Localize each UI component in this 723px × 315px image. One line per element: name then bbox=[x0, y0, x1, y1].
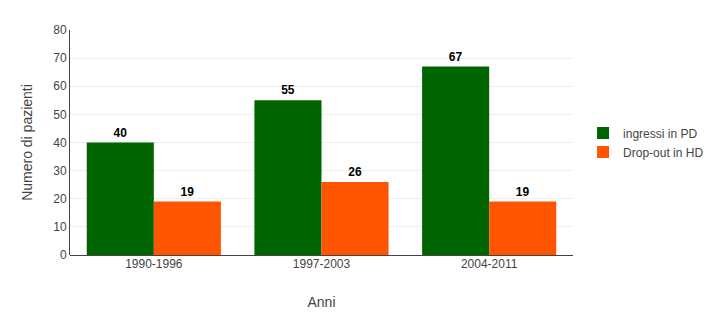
svg-text:19: 19 bbox=[516, 185, 530, 199]
svg-text:40: 40 bbox=[113, 126, 127, 140]
svg-text:1990-1996: 1990-1996 bbox=[125, 257, 183, 271]
svg-text:26: 26 bbox=[348, 165, 362, 179]
svg-text:2004-2011: 2004-2011 bbox=[461, 257, 518, 271]
svg-text:40: 40 bbox=[53, 136, 67, 150]
svg-text:30: 30 bbox=[53, 164, 67, 178]
svg-text:10: 10 bbox=[53, 220, 67, 234]
svg-text:Numero di pazienti: Numero di pazienti bbox=[19, 84, 35, 201]
svg-text:67: 67 bbox=[449, 50, 463, 64]
svg-text:19: 19 bbox=[181, 185, 195, 199]
svg-text:ingressi in PD: ingressi in PD bbox=[623, 127, 697, 141]
svg-text:0: 0 bbox=[60, 248, 67, 262]
svg-text:1997-2003: 1997-2003 bbox=[293, 257, 351, 271]
svg-text:70: 70 bbox=[53, 51, 67, 65]
svg-text:60: 60 bbox=[53, 79, 67, 93]
svg-text:50: 50 bbox=[53, 108, 67, 122]
svg-text:80: 80 bbox=[53, 23, 67, 37]
svg-text:Anni: Anni bbox=[307, 294, 335, 310]
svg-text:Drop-out in HD: Drop-out in HD bbox=[623, 146, 703, 160]
svg-text:55: 55 bbox=[281, 83, 295, 97]
svg-text:20: 20 bbox=[53, 192, 67, 206]
